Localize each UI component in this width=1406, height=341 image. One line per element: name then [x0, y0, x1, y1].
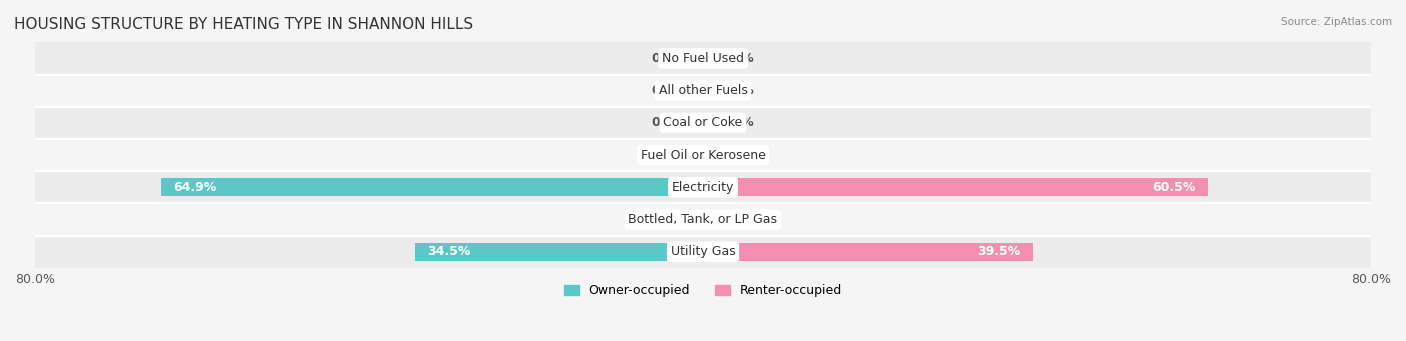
Text: 60.5%: 60.5% [1153, 181, 1195, 194]
Text: 0.0%: 0.0% [720, 149, 755, 162]
Bar [35, 42, 1371, 75]
Text: Electricity: Electricity [672, 181, 734, 194]
Text: 0.69%: 0.69% [658, 213, 702, 226]
Bar [35, 171, 1371, 204]
Text: 0.0%: 0.0% [720, 52, 755, 65]
Bar [35, 75, 1371, 107]
Text: Utility Gas: Utility Gas [671, 245, 735, 258]
Text: 0.0%: 0.0% [720, 213, 755, 226]
Text: 64.9%: 64.9% [173, 181, 217, 194]
Bar [697, 211, 703, 228]
Text: 39.5%: 39.5% [977, 245, 1021, 258]
Text: 34.5%: 34.5% [427, 245, 471, 258]
Text: 0.0%: 0.0% [651, 149, 686, 162]
Legend: Owner-occupied, Renter-occupied: Owner-occupied, Renter-occupied [558, 279, 848, 302]
Text: HOUSING STRUCTURE BY HEATING TYPE IN SHANNON HILLS: HOUSING STRUCTURE BY HEATING TYPE IN SHA… [14, 17, 474, 32]
Bar [35, 107, 1371, 139]
Text: 0.0%: 0.0% [651, 52, 686, 65]
Text: All other Fuels: All other Fuels [658, 84, 748, 97]
Text: Source: ZipAtlas.com: Source: ZipAtlas.com [1281, 17, 1392, 27]
Bar [35, 139, 1371, 171]
Text: Coal or Coke: Coal or Coke [664, 116, 742, 129]
Bar [703, 243, 1033, 261]
Text: Bottled, Tank, or LP Gas: Bottled, Tank, or LP Gas [628, 213, 778, 226]
Bar [162, 178, 703, 196]
Text: 0.0%: 0.0% [720, 116, 755, 129]
Text: Fuel Oil or Kerosene: Fuel Oil or Kerosene [641, 149, 765, 162]
Text: 0.0%: 0.0% [651, 84, 686, 97]
Text: 0.0%: 0.0% [720, 84, 755, 97]
Text: 0.0%: 0.0% [651, 116, 686, 129]
Bar [35, 204, 1371, 236]
Bar [35, 236, 1371, 268]
Bar [415, 243, 703, 261]
Bar [703, 178, 1208, 196]
Text: No Fuel Used: No Fuel Used [662, 52, 744, 65]
